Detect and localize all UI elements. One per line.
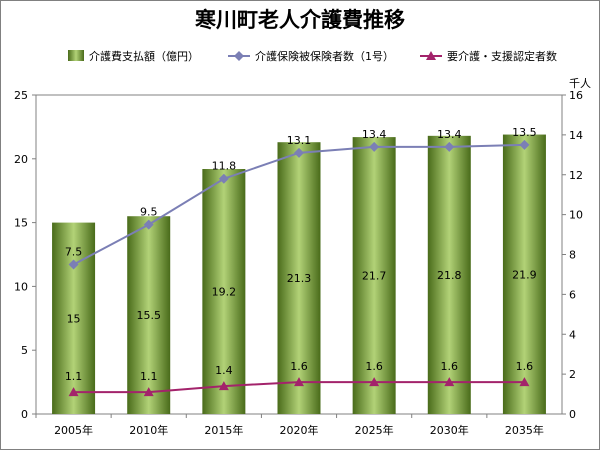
x-axis-tick-label: 2035年	[505, 423, 544, 437]
insured-persons-data-label: 7.5	[65, 245, 83, 258]
bar	[202, 169, 246, 414]
left-axis-tick-label: 20	[14, 153, 28, 166]
right-axis-tick-label: 4	[569, 328, 576, 341]
insured-persons-point	[369, 141, 380, 152]
certified-persons-point	[294, 377, 304, 387]
bar	[427, 135, 471, 414]
x-axis-tick-label: 2030年	[430, 423, 469, 437]
legend-bar-label: 介護費支払額（億円）	[89, 49, 199, 63]
x-axis-tick-label: 2010年	[129, 423, 168, 437]
certified-persons-data-label: 1.6	[516, 360, 534, 373]
certified-persons-data-label: 1.6	[365, 360, 383, 373]
certified-persons-data-label: 1.1	[65, 370, 83, 383]
left-axis-tick-label: 5	[21, 344, 28, 357]
legend: 介護費支払額（億円） 介護保険被保険者数（1号） 要介護・支援認定者数	[68, 49, 557, 63]
bar	[502, 134, 546, 414]
insured-persons-data-label: 11.8	[212, 160, 237, 173]
x-axis-tick-label: 2015年	[204, 423, 243, 437]
right-axis-tick-label: 0	[569, 408, 576, 421]
insured-persons-point	[143, 219, 154, 230]
bar	[127, 216, 171, 414]
bar-data-label: 15	[67, 312, 81, 325]
right-axis-tick-label: 16	[569, 89, 583, 102]
certified-persons-point	[143, 387, 154, 397]
chart-title: 寒川町老人介護費推移	[195, 8, 405, 32]
certified-persons-data-label: 1.4	[215, 364, 233, 377]
bar-data-label: 21.9	[512, 268, 537, 281]
insured-persons-point	[519, 139, 530, 150]
bar	[277, 142, 321, 414]
certified-persons-data-label: 1.1	[140, 370, 158, 383]
right-axis-tick-label: 6	[569, 288, 576, 301]
certified-persons-point	[369, 377, 380, 387]
bar	[352, 137, 396, 414]
certified-persons-data-label: 1.6	[441, 360, 459, 373]
insured-persons-point	[218, 173, 229, 184]
insured-persons-data-label: 13.5	[512, 126, 537, 139]
x-axis-tick-label: 2005年	[54, 423, 93, 437]
bar-data-label: 21.3	[287, 272, 312, 285]
insured-persons-data-label: 13.1	[287, 134, 312, 147]
insured-persons-point	[444, 141, 455, 152]
legend-bar-swatch	[68, 50, 84, 61]
x-axis-tick-label: 2020年	[280, 423, 319, 437]
bar-data-label: 15.5	[136, 309, 161, 322]
insured-persons-data-label: 13.4	[437, 128, 462, 141]
right-axis-unit-label: 千人	[569, 77, 591, 90]
insured-persons-data-label: 9.5	[140, 206, 158, 219]
insured-persons-point	[68, 259, 79, 270]
bar-data-label: 19.2	[212, 286, 237, 299]
bar-data-label: 21.7	[362, 270, 387, 283]
left-axis-tick-label: 15	[14, 217, 28, 230]
insured-persons-point	[294, 147, 304, 158]
legend-insured-marker	[234, 51, 244, 61]
right-axis-tick-label: 12	[569, 169, 583, 182]
legend-certified-marker	[426, 51, 436, 60]
certified-persons-data-label: 1.6	[290, 360, 308, 373]
legend-certified-label: 要介護・支援認定者数	[447, 49, 557, 63]
left-axis-tick-label: 25	[14, 89, 28, 102]
right-axis-tick-label: 10	[569, 209, 583, 222]
right-axis-tick-label: 14	[569, 129, 583, 142]
left-axis-tick-label: 10	[14, 280, 28, 293]
certified-persons-point	[68, 387, 79, 397]
legend-insured-label: 介護保険被保険者数（1号）	[255, 49, 394, 63]
certified-persons-point	[218, 381, 229, 391]
certified-persons-point	[519, 377, 530, 387]
right-axis-tick-label: 2	[569, 368, 576, 381]
bar-data-label: 21.8	[437, 269, 462, 282]
left-axis-tick-label: 0	[21, 408, 28, 421]
x-axis-tick-label: 2025年	[355, 423, 394, 437]
certified-persons-point	[444, 377, 455, 387]
right-axis-tick-label: 8	[569, 249, 576, 262]
bar	[52, 222, 96, 414]
insured-persons-data-label: 13.4	[362, 128, 387, 141]
